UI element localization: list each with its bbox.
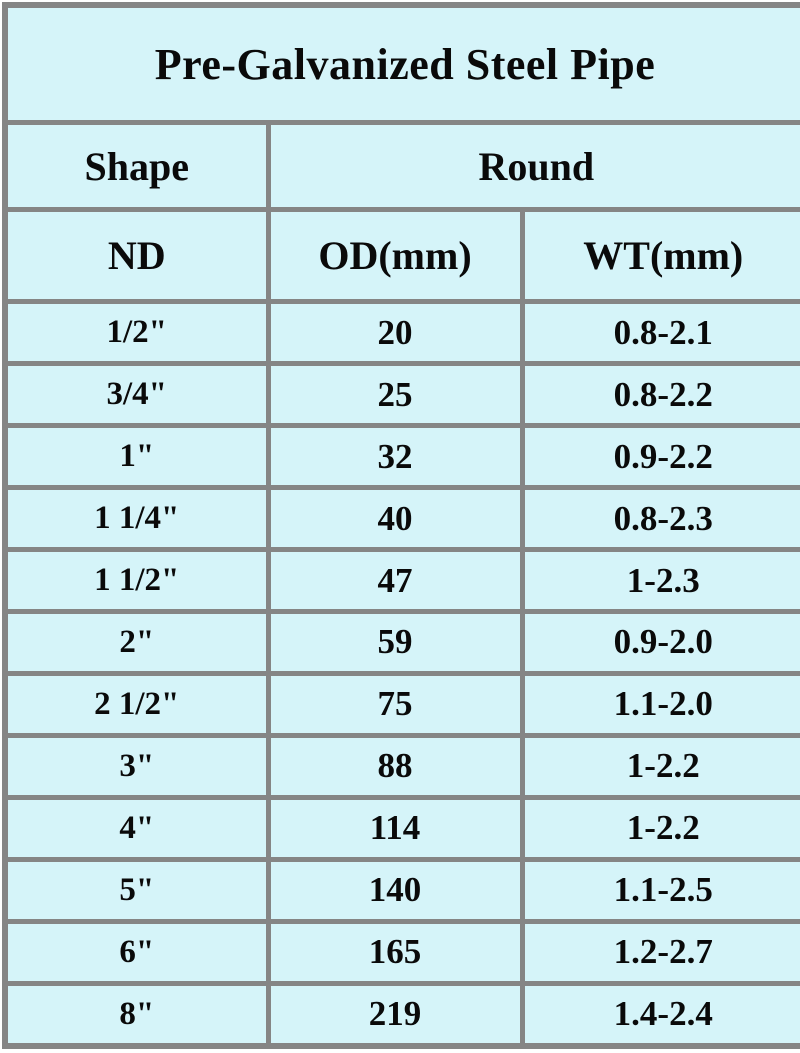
cell-nd: 3/4"	[2, 361, 271, 429]
cell-nd: 3"	[2, 732, 271, 800]
cell-od: 88	[265, 732, 525, 800]
column-header-od: OD(mm)	[265, 206, 525, 305]
cell-od: 75	[265, 670, 525, 738]
cell-od: 59	[265, 609, 525, 676]
cell-wt: 0.8-2.2	[519, 361, 800, 429]
cell-wt: 0.8-2.3	[519, 485, 800, 553]
table-row: 5" 140 1.1-2.5	[2, 856, 800, 924]
cell-od: 219	[265, 980, 525, 1049]
cell-od: 32	[265, 423, 525, 491]
cell-od: 20	[265, 299, 525, 367]
cell-wt: 1.1-2.0	[519, 670, 800, 738]
shape-label-cell: Shape	[2, 120, 271, 212]
cell-wt: 1.2-2.7	[519, 918, 800, 986]
cell-nd: 6"	[2, 918, 271, 986]
cell-nd: 8"	[2, 980, 271, 1049]
cell-od: 40	[265, 485, 525, 553]
cell-od: 47	[265, 547, 525, 614]
cell-wt: 1.4-2.4	[519, 980, 800, 1049]
cell-wt: 1-2.2	[519, 794, 800, 862]
column-header-nd: ND	[2, 206, 271, 305]
title-row: Pre-Galvanized Steel Pipe	[2, 2, 800, 126]
table-row: 3/4" 25 0.8-2.2	[2, 361, 800, 429]
cell-wt: 0.9-2.0	[519, 609, 800, 676]
table-row: 4" 114 1-2.2	[2, 794, 800, 862]
table-row: 6" 165 1.2-2.7	[2, 918, 800, 986]
cell-nd: 1 1/2"	[2, 547, 271, 614]
table-row: 1 1/4" 40 0.8-2.3	[2, 485, 800, 553]
table-row: 8" 219 1.4-2.4	[2, 980, 800, 1049]
cell-wt: 1-2.2	[519, 732, 800, 800]
cell-nd: 2 1/2"	[2, 670, 271, 738]
cell-od: 165	[265, 918, 525, 986]
table-row: 1/2" 20 0.8-2.1	[2, 299, 800, 367]
shape-value-cell: Round	[265, 120, 800, 212]
cell-nd: 4"	[2, 794, 271, 862]
table-row: 3" 88 1-2.2	[2, 732, 800, 800]
table-body: 1/2" 20 0.8-2.1 3/4" 25 0.8-2.2 1" 32 0.9-2.2 1 1…	[2, 299, 800, 1049]
cell-nd: 5"	[2, 856, 271, 924]
table-row: 2 1/2" 75 1.1-2.0	[2, 670, 800, 738]
cell-od: 140	[265, 856, 525, 924]
table-row: 1" 32 0.9-2.2	[2, 423, 800, 491]
cell-nd: 1"	[2, 423, 271, 491]
cell-wt: 0.8-2.1	[519, 299, 800, 367]
cell-nd: 1 1/4"	[2, 485, 271, 553]
page-title: Pre-Galvanized Steel Pipe	[2, 2, 800, 126]
cell-wt: 1-2.3	[519, 547, 800, 614]
cell-od: 25	[265, 361, 525, 429]
cell-wt: 1.1-2.5	[519, 856, 800, 924]
column-header-row: ND OD(mm) WT(mm)	[2, 206, 800, 305]
table-row: 2" 59 0.9-2.0	[2, 609, 800, 676]
shape-row: Shape Round	[2, 120, 800, 212]
cell-nd: 2"	[2, 609, 271, 676]
cell-od: 114	[265, 794, 525, 862]
cell-wt: 0.9-2.2	[519, 423, 800, 491]
table-row: 1 1/2" 47 1-2.3	[2, 547, 800, 614]
column-header-wt: WT(mm)	[519, 206, 800, 305]
cell-nd: 1/2"	[2, 299, 271, 367]
